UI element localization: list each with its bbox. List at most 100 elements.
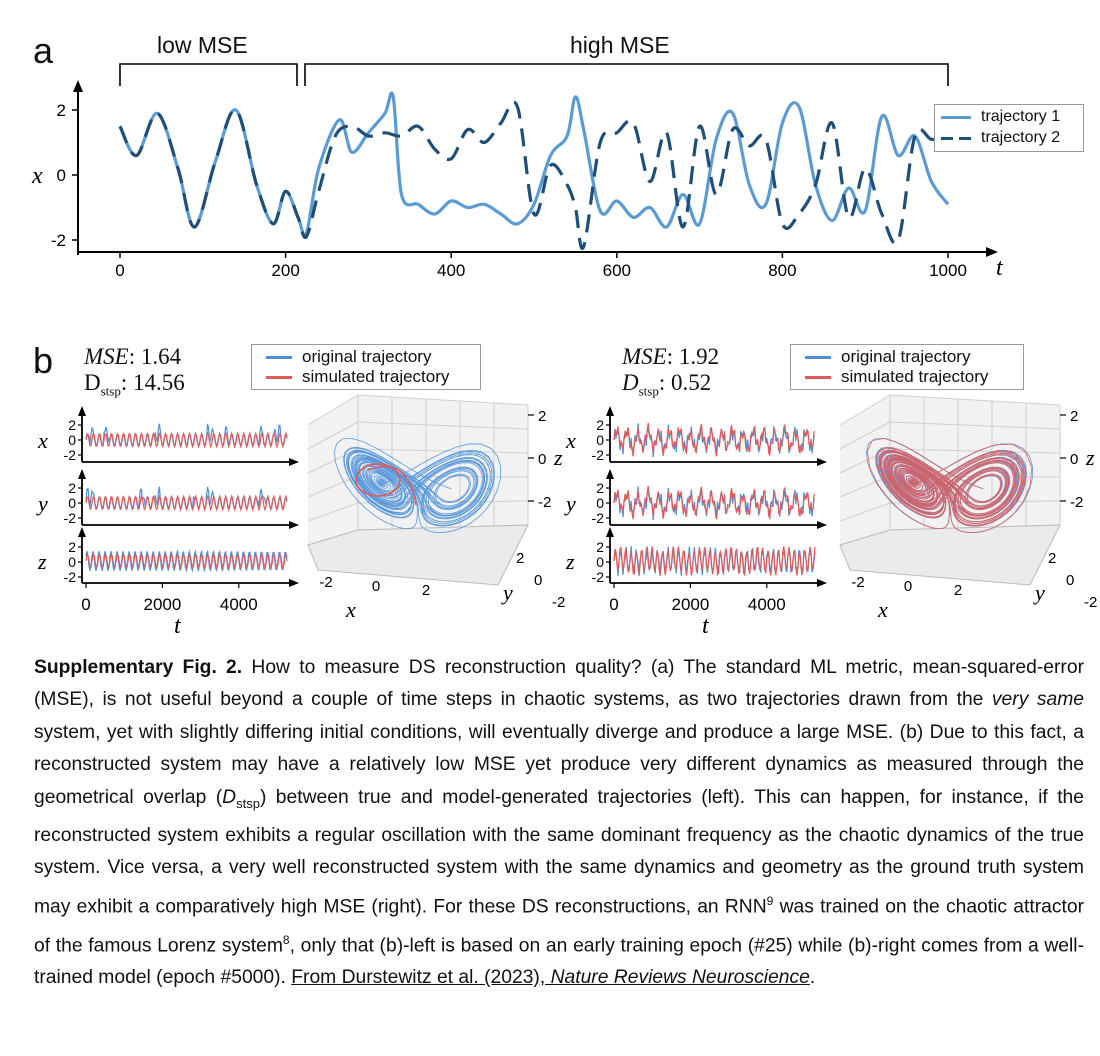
legend-line-simulated-left — [266, 375, 292, 379]
ts-ylabel-z: z — [37, 549, 47, 574]
a-x-tick-label: 200 — [271, 261, 299, 280]
bracket-high-mse — [304, 63, 949, 86]
left-dstsp-value: : 14.56 — [120, 370, 185, 395]
caption-link-text: From Durstewitz et al. (2023), — [291, 967, 551, 989]
3d-zlabel: z — [553, 445, 563, 470]
3d-simulated-trajectory-arc — [367, 465, 417, 506]
ts-y-tick-label: 2 — [596, 417, 604, 433]
series-trajectory-1 — [118, 91, 950, 238]
3d-y-tick-label: -2 — [1084, 594, 1097, 611]
ts-x-arrow — [817, 579, 827, 587]
ts-y-tick-label: 0 — [68, 432, 76, 448]
panel-a-chart: 0 200 400 600 800 1000 2 0 -2 t x — [31, 63, 1004, 281]
ts-x-tick-label: 4000 — [220, 595, 258, 614]
3d-y-tick-label: -2 — [552, 594, 565, 611]
caption-source-link[interactable]: From Durstewitz et al. (2023), Nature Re… — [291, 967, 810, 988]
ts-y-tick-label: 2 — [68, 480, 76, 496]
legend-label-trajectory-2: trajectory 2 — [981, 129, 1061, 146]
a-y-axis-arrow — [73, 80, 83, 92]
ts-y-arrow — [78, 406, 86, 416]
3d-ylabel: y — [1033, 580, 1045, 605]
ts-y-tick-label: 0 — [596, 554, 604, 570]
a-x-tick-label: 600 — [603, 261, 631, 280]
3d-grid-line — [307, 394, 359, 426]
3d-grid-line — [839, 394, 891, 426]
a-y-axis-label: x — [31, 163, 43, 189]
3d-grid-line — [307, 421, 359, 450]
3d-back-walls — [308, 395, 528, 545]
caption-p1-italic: very same — [991, 689, 1084, 711]
ts-x-arrow — [289, 458, 299, 466]
3d-z-tick-label: 2 — [538, 408, 546, 425]
3d-x-tick-label: -2 — [851, 574, 864, 591]
ts-xlabel: t — [174, 613, 182, 639]
3d-grid-line — [839, 421, 891, 450]
caption-p2: system, yet with slightly differing init… — [34, 721, 1084, 808]
ts-y-tick-label: -2 — [592, 447, 605, 463]
ts-simulated-y — [613, 485, 816, 521]
caption-p2-italic: D — [222, 786, 237, 808]
bracket-low-mse — [119, 63, 298, 86]
caption-fig-label: Supplementary Fig. 2. — [34, 657, 243, 678]
ts-y-arrow — [78, 527, 86, 537]
ts-y-tick-label: 2 — [68, 417, 76, 433]
left-dstsp-sub: stsp — [100, 383, 121, 399]
a-x-axis-label: t — [996, 255, 1004, 281]
legend-label-trajectory-1: trajectory 1 — [981, 108, 1061, 125]
ts-y-arrow — [606, 469, 614, 479]
3d-grid-line — [839, 502, 891, 522]
ts-y-tick-label: 0 — [596, 495, 604, 511]
ts-x-tick-label: 4000 — [748, 595, 786, 614]
legend-line-trajectory-1 — [941, 115, 971, 119]
3d-xlabel: x — [877, 597, 888, 622]
ts-y-arrow — [606, 527, 614, 537]
caption-sup9: 9 — [766, 893, 774, 908]
3d-y-tick-label: 0 — [534, 572, 542, 589]
right-metrics: MSE: 1.92 Dstsp: 0.52 — [622, 344, 719, 405]
ts-ylabel-x: x — [37, 428, 48, 453]
3d-ylabel: y — [501, 580, 513, 605]
a-x-tick-label: 0 — [115, 261, 124, 280]
ts-ylabel-x: x — [565, 428, 576, 453]
3d-z-tick-label: 0 — [1070, 451, 1078, 468]
3d-x-tick-label: -2 — [319, 574, 332, 591]
ts-simulated-z — [85, 552, 288, 570]
3d-grid-line — [889, 394, 1061, 406]
ts-ylabel-y: y — [36, 491, 48, 516]
3d-grid-line — [889, 421, 1061, 430]
legend-label-simulated-right: simulated trajectory — [841, 367, 989, 386]
panel-b-letter: b — [33, 340, 54, 381]
ts-x-tick-label: 2000 — [143, 595, 181, 614]
ts-x-arrow — [289, 579, 299, 587]
bracket-high-mse-label: high MSE — [570, 32, 670, 58]
ts-y-tick-label: 2 — [68, 539, 76, 555]
3d-floor — [307, 524, 529, 586]
ts-x-arrow — [817, 521, 827, 529]
right-dstsp-label: D — [622, 370, 639, 395]
3d-grid-line — [357, 394, 529, 406]
legend-line-original-left — [266, 355, 292, 359]
ts-x-tick-label: 0 — [609, 595, 618, 614]
ts-y-tick-label: -2 — [592, 510, 605, 526]
a-y-tick-label: 2 — [57, 101, 66, 120]
ts-y-tick-label: 2 — [596, 480, 604, 496]
a-x-tick-label: 800 — [768, 261, 796, 280]
3d-xlabel: x — [345, 597, 356, 622]
ts-y-tick-label: 2 — [596, 539, 604, 555]
panel-b-right-legend: original trajectory simulated trajectory — [790, 344, 1024, 390]
caption-p3: ) between true and model-generated traje… — [34, 786, 1084, 918]
caption-sup8: 8 — [282, 932, 290, 947]
ts-y-tick-label: -2 — [64, 510, 77, 526]
3d-grid-line — [889, 448, 1061, 454]
left-dstsp-label: D — [84, 370, 101, 395]
ts-y-tick-label: -2 — [64, 447, 77, 463]
3d-original-trajectory — [333, 437, 502, 533]
3d-back-walls — [840, 395, 1060, 545]
caption-p4: was trained on the chaotic attractor of … — [34, 896, 1084, 956]
3d-y-tick-label: 2 — [1048, 550, 1056, 567]
panel-a-legend: trajectory 1 trajectory 2 — [934, 104, 1084, 152]
caption-p1: How to measure DS reconstruction quality… — [34, 657, 1084, 711]
a-x-tick-label: 400 — [437, 261, 465, 280]
legend-line-trajectory-2 — [941, 136, 971, 140]
